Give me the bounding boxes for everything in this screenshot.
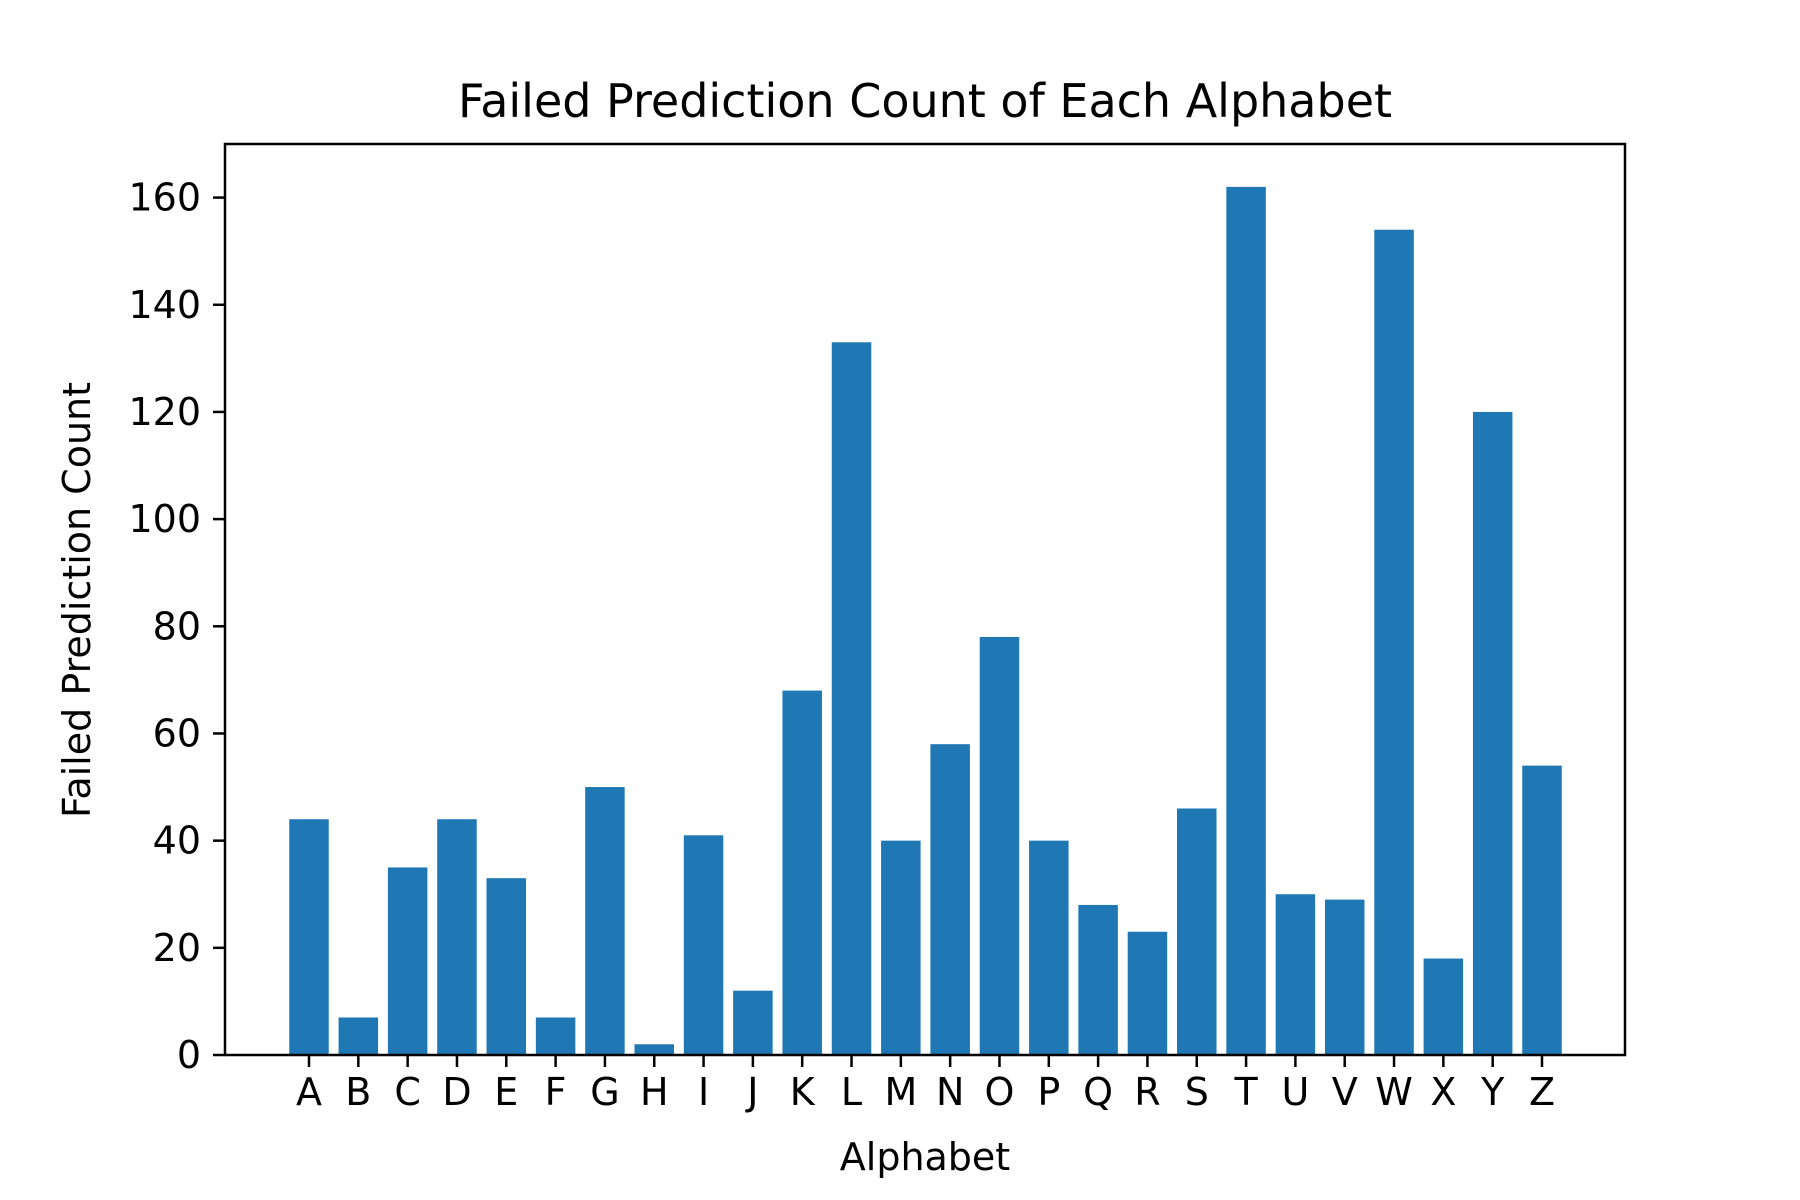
y-axis-label: Failed Prediction Count <box>55 382 99 818</box>
bar-t <box>1226 186 1266 1055</box>
x-tick-label-w: W <box>1375 1070 1413 1114</box>
bar-a <box>289 819 329 1055</box>
x-tick-label-a: A <box>296 1070 322 1114</box>
bar-y <box>1472 411 1513 1055</box>
x-tick-label-q: Q <box>1083 1070 1113 1114</box>
x-tick-label-o: O <box>985 1070 1015 1114</box>
x-tick-label-l: L <box>841 1070 862 1114</box>
y-axis-ticks: 0 20 40 60 80 100 120 140 160 <box>128 176 225 1077</box>
x-tick-label-p: P <box>1037 1070 1060 1114</box>
x-tick-label-c: C <box>394 1070 421 1114</box>
y-tick-label-60: 60 <box>153 711 201 755</box>
bar-i <box>683 835 724 1055</box>
bar-e <box>486 878 527 1055</box>
bar-g <box>585 787 625 1055</box>
x-tick-label-e: E <box>494 1070 518 1114</box>
x-tick-label-z: Z <box>1529 1070 1555 1114</box>
bar-l <box>831 342 872 1055</box>
bar-q <box>1078 904 1118 1055</box>
x-tick-label-n: N <box>936 1070 964 1114</box>
x-tick-label-t: T <box>1233 1070 1258 1114</box>
y-tick-label-0: 0 <box>177 1033 201 1077</box>
x-tick-label-v: V <box>1332 1070 1358 1114</box>
bar-r <box>1127 931 1168 1055</box>
bar-p <box>1029 840 1069 1055</box>
y-tick-label-40: 40 <box>153 819 201 863</box>
bar-b <box>338 1017 379 1055</box>
chart-title: Failed Prediction Count of Each Alphabet <box>458 74 1392 128</box>
bar-x <box>1423 958 1464 1055</box>
x-tick-label-y: Y <box>1480 1070 1505 1114</box>
x-axis-label: Alphabet <box>840 1135 1010 1179</box>
x-tick-label-i: I <box>698 1070 709 1114</box>
x-tick-label-g: G <box>590 1070 619 1114</box>
plot-frame <box>223 142 1627 1057</box>
bar-k <box>782 690 822 1055</box>
x-tick-label-r: R <box>1134 1070 1160 1114</box>
x-tick-label-m: M <box>884 1070 917 1114</box>
x-tick-label-h: H <box>640 1070 669 1114</box>
bar-f <box>535 1017 576 1055</box>
x-tick-label-x: X <box>1430 1070 1456 1114</box>
bar-u <box>1275 894 1316 1055</box>
y-tick-label-100: 100 <box>128 497 201 541</box>
y-tick-label-20: 20 <box>153 926 201 970</box>
bar-c <box>387 867 428 1055</box>
x-tick-label-u: U <box>1281 1070 1309 1114</box>
bar-v <box>1324 899 1365 1055</box>
y-tick-label-120: 120 <box>128 390 201 434</box>
x-tick-label-d: D <box>442 1070 471 1114</box>
bar-m <box>881 840 921 1055</box>
bar-z <box>1522 765 1562 1055</box>
y-tick-label-80: 80 <box>153 604 201 648</box>
x-tick-label-s: S <box>1185 1070 1209 1114</box>
bar-h <box>634 1044 674 1055</box>
y-tick-label-160: 160 <box>128 176 201 220</box>
y-tick-label-140: 140 <box>128 283 201 327</box>
x-tick-label-f: F <box>545 1070 567 1114</box>
x-tick-label-k: K <box>790 1070 816 1114</box>
bar-s <box>1177 808 1217 1055</box>
bar-o <box>979 637 1020 1055</box>
bar-d <box>437 819 477 1055</box>
x-tick-label-j: J <box>745 1070 758 1114</box>
bars-group <box>289 186 1562 1056</box>
bar-w <box>1374 229 1414 1056</box>
x-tick-label-b: B <box>345 1070 371 1114</box>
bar-n <box>930 744 970 1055</box>
bar-j <box>733 990 773 1055</box>
